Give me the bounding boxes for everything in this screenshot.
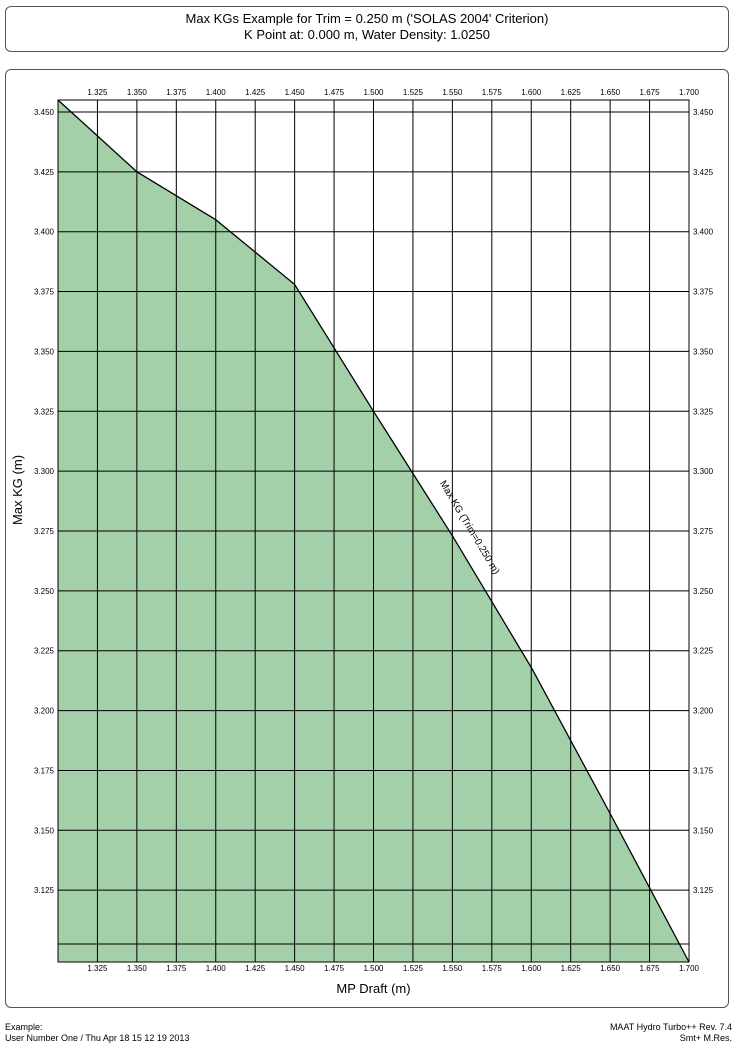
y-tick-label-left: 3.375	[34, 288, 55, 297]
y-tick-label-left: 3.125	[34, 886, 55, 895]
x-tick-label-bottom: 1.325	[87, 964, 108, 973]
x-tick-label-bottom: 1.675	[640, 964, 661, 973]
x-tick-label-top: 1.425	[245, 88, 266, 97]
x-tick-label-bottom: 1.575	[482, 964, 503, 973]
footer-right: MAAT Hydro Turbo++ Rev. 7.4 Smt+ M.Res.	[610, 1022, 732, 1044]
x-tick-label-bottom: 1.350	[127, 964, 148, 973]
plot-area-border	[57, 99, 690, 963]
x-tick-label-top: 1.400	[206, 88, 227, 97]
x-tick-label-top: 1.675	[640, 88, 661, 97]
x-tick-label-top: 1.375	[166, 88, 187, 97]
chart-subtitle: K Point at: 0.000 m, Water Density: 1.02…	[244, 27, 490, 42]
y-tick-label-left: 3.250	[34, 587, 55, 596]
x-tick-label-bottom: 1.375	[166, 964, 187, 973]
y-tick-label-left: 3.450	[34, 108, 55, 117]
y-tick-label-right: 3.225	[693, 647, 714, 656]
y-tick-label-right: 3.400	[693, 228, 714, 237]
x-tick-label-top: 1.325	[87, 88, 108, 97]
max-kg-line	[57, 99, 690, 963]
y-axis-title: Max KG (m)	[10, 455, 25, 525]
y-tick-label-right: 3.200	[693, 707, 714, 716]
x-tick-label-bottom: 1.400	[206, 964, 227, 973]
x-tick-label-bottom: 1.700	[679, 964, 700, 973]
x-axis-title: MP Draft (m)	[336, 981, 410, 996]
plot-frame	[5, 69, 729, 1008]
y-tick-label-right: 3.175	[693, 766, 714, 775]
y-tick-label-left: 3.325	[34, 407, 55, 416]
y-tick-label-left: 3.300	[34, 467, 55, 476]
y-tick-label-right: 3.375	[693, 288, 714, 297]
chart-title-box: Max KGs Example for Trim = 0.250 m ('SOL…	[5, 6, 729, 52]
footer-software-version: MAAT Hydro Turbo++ Rev. 7.4	[609, 1022, 732, 1032]
x-tick-label-bottom: 1.625	[561, 964, 582, 973]
x-tick-label-bottom: 1.500	[363, 964, 384, 973]
y-tick-label-right: 3.275	[693, 527, 714, 536]
footer-left: Example: User Number One / Thu Apr 18 15…	[5, 1022, 189, 1044]
y-tick-label-right: 3.450	[693, 108, 714, 117]
x-tick-label-bottom: 1.650	[600, 964, 621, 973]
x-tick-label-top: 1.575	[482, 88, 503, 97]
y-tick-label-right: 3.150	[693, 826, 714, 835]
y-tick-label-left: 3.425	[34, 168, 55, 177]
y-tick-label-right: 3.300	[693, 467, 714, 476]
footer-example-label: Example:	[5, 1022, 43, 1032]
x-tick-label-bottom: 1.450	[285, 964, 306, 973]
y-tick-label-left: 3.200	[34, 707, 55, 716]
footer-credit: Smt+ M.Res.	[679, 1033, 732, 1043]
y-tick-label-left: 3.175	[34, 766, 55, 775]
chart-title: Max KGs Example for Trim = 0.250 m ('SOL…	[185, 11, 549, 26]
x-tick-label-top: 1.700	[679, 88, 700, 97]
x-tick-label-top: 1.650	[600, 88, 621, 97]
x-tick-label-bottom: 1.425	[245, 964, 266, 973]
x-tick-label-top: 1.625	[561, 88, 582, 97]
x-tick-label-top: 1.550	[442, 88, 463, 97]
y-tick-label-right: 3.350	[693, 347, 714, 356]
y-tick-label-right: 3.125	[693, 886, 714, 895]
x-tick-label-top: 1.475	[324, 88, 345, 97]
x-tick-label-top: 1.525	[403, 88, 424, 97]
footer-user-timestamp: User Number One / Thu Apr 18 15 12 19 20…	[5, 1033, 190, 1043]
x-tick-label-bottom: 1.475	[324, 964, 345, 973]
y-tick-label-right: 3.250	[693, 587, 714, 596]
y-tick-label-left: 3.150	[34, 826, 55, 835]
x-tick-label-top: 1.600	[521, 88, 542, 97]
x-tick-label-top: 1.350	[127, 88, 148, 97]
x-tick-label-top: 1.450	[285, 88, 306, 97]
x-tick-label-bottom: 1.525	[403, 964, 424, 973]
x-tick-label-bottom: 1.600	[521, 964, 542, 973]
y-tick-label-left: 3.350	[34, 347, 55, 356]
x-tick-label-top: 1.500	[363, 88, 384, 97]
x-tick-label-bottom: 1.550	[442, 964, 463, 973]
y-tick-label-left: 3.225	[34, 647, 55, 656]
y-tick-label-right: 3.425	[693, 168, 714, 177]
y-tick-label-left: 3.400	[34, 228, 55, 237]
y-tick-label-left: 3.275	[34, 527, 55, 536]
y-tick-label-right: 3.325	[693, 407, 714, 416]
